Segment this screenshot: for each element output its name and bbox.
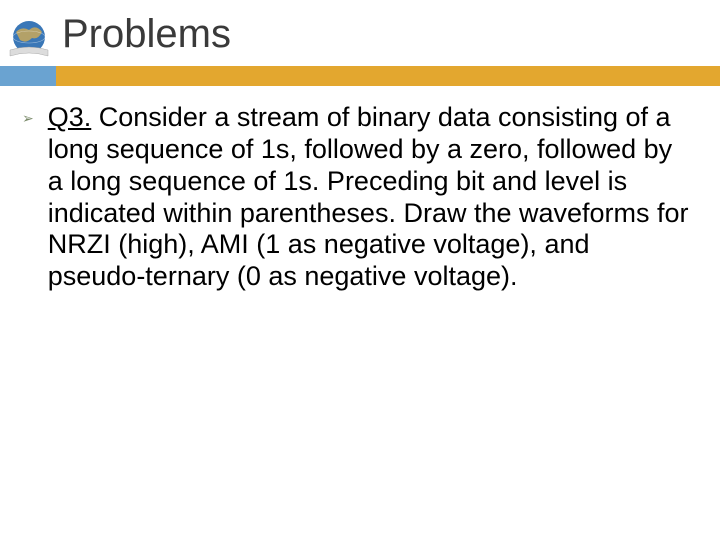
title-rule-accent xyxy=(0,66,56,86)
slide-title: Problems xyxy=(62,12,231,57)
question-label: Q3. xyxy=(48,102,92,132)
title-rule xyxy=(0,66,720,86)
title-rule-main xyxy=(56,66,720,86)
globe-icon xyxy=(8,18,50,60)
question-body: Consider a stream of binary data consist… xyxy=(48,102,689,291)
body-content: ➢ Q3. Consider a stream of binary data c… xyxy=(22,102,692,293)
bullet-item: ➢ Q3. Consider a stream of binary data c… xyxy=(22,102,692,293)
bullet-text: Q3. Consider a stream of binary data con… xyxy=(48,102,692,293)
slide-logo xyxy=(8,18,50,60)
bullet-glyph: ➢ xyxy=(22,110,34,127)
